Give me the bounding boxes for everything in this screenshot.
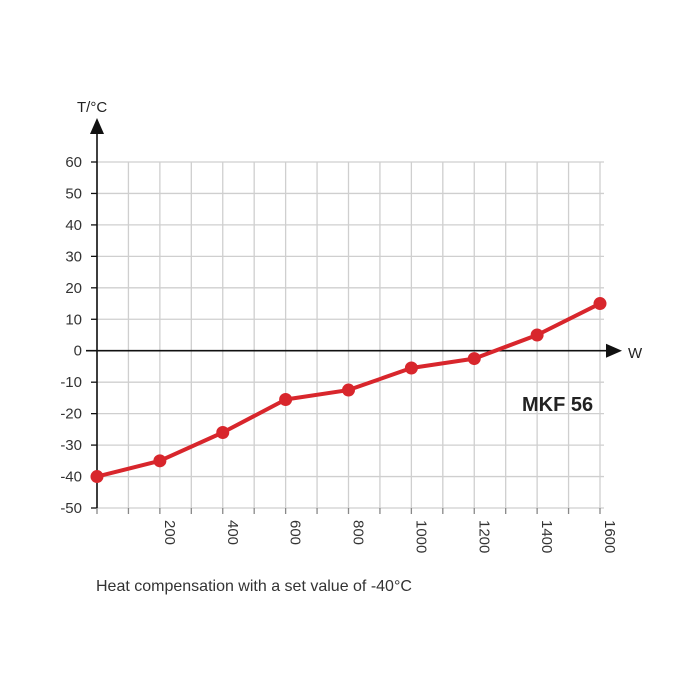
- y-tick-label: 40: [65, 217, 82, 234]
- data-point: [216, 426, 230, 440]
- x-tick-label: 800: [350, 520, 367, 545]
- x-tick-label: 1600: [601, 520, 618, 553]
- y-tick-labels: 60 50 40 30 20 10 0 -10 -20 -30 -40 -50: [60, 154, 82, 517]
- x-axis-label: W: [628, 345, 643, 362]
- series-annotation: MKF 56: [522, 394, 593, 416]
- x-tick-label: 1400: [538, 520, 555, 553]
- y-tick-label: -30: [60, 437, 82, 454]
- data-point: [593, 297, 607, 311]
- y-tick-label: 20: [65, 280, 82, 297]
- y-tick-label: 30: [65, 248, 82, 265]
- y-tick-label: 50: [65, 185, 82, 202]
- x-tick-label: 600: [287, 520, 304, 545]
- y-tick-label: 60: [65, 154, 82, 171]
- chart-caption: Heat compensation with a set value of -4…: [96, 578, 412, 595]
- y-tick-label: 0: [74, 343, 82, 360]
- y-tick-label: -20: [60, 406, 82, 423]
- series-mkf56: [90, 297, 607, 484]
- grid: [96, 161, 604, 509]
- y-tick-label: -40: [60, 469, 82, 486]
- data-point: [153, 454, 167, 468]
- axes: [86, 118, 622, 514]
- y-axis-label: T/°C: [77, 99, 107, 116]
- data-point: [530, 328, 544, 342]
- y-axis-arrow-icon: [90, 118, 104, 134]
- x-tick-label: 400: [224, 520, 241, 545]
- data-point: [404, 361, 418, 375]
- y-tick-label: -10: [60, 374, 82, 391]
- y-tick-label: 10: [65, 311, 82, 328]
- data-point: [90, 470, 104, 484]
- y-tick-label: -50: [60, 500, 82, 517]
- data-point: [467, 352, 481, 366]
- x-tick-label: 200: [161, 520, 178, 545]
- x-tick-labels: 200 400 600 800 1000 1200 1400 1600: [161, 520, 618, 553]
- x-axis-arrow-icon: [606, 343, 622, 358]
- x-tick-label: 1000: [412, 520, 429, 553]
- data-point: [279, 392, 293, 406]
- x-tick-label: 1200: [475, 520, 492, 553]
- data-point: [342, 383, 355, 397]
